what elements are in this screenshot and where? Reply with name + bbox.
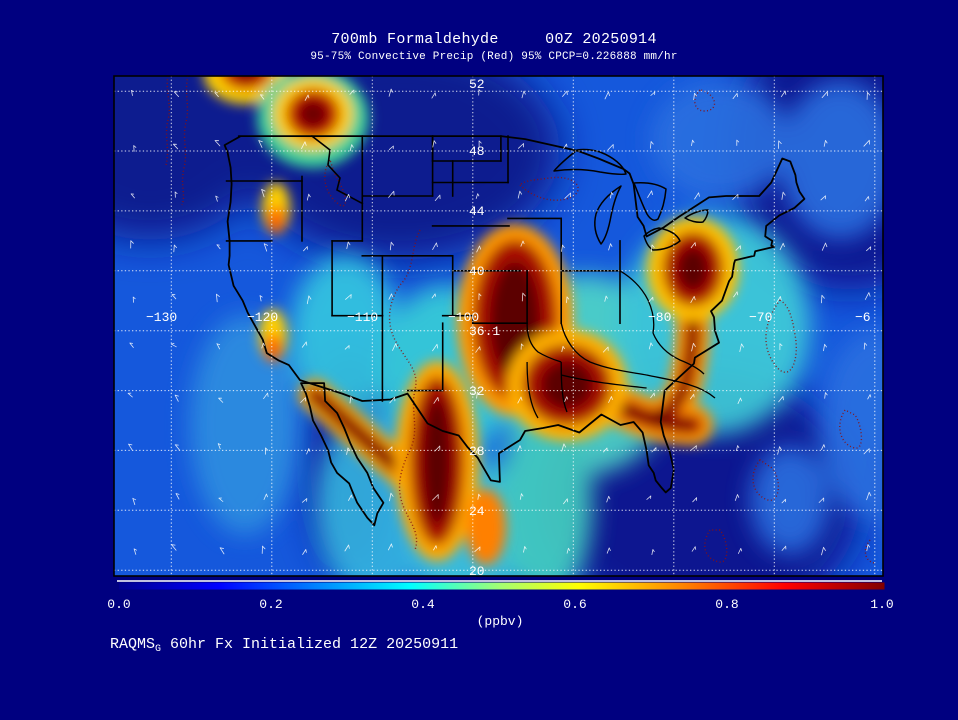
- svg-text:95-75% Convective Precip (Red): 95-75% Convective Precip (Red) 95% CPCP=…: [310, 51, 677, 63]
- svg-text:700mb Formaldehyde 00Z 202: 700mb Formaldehyde 00Z 20250914: [331, 31, 657, 48]
